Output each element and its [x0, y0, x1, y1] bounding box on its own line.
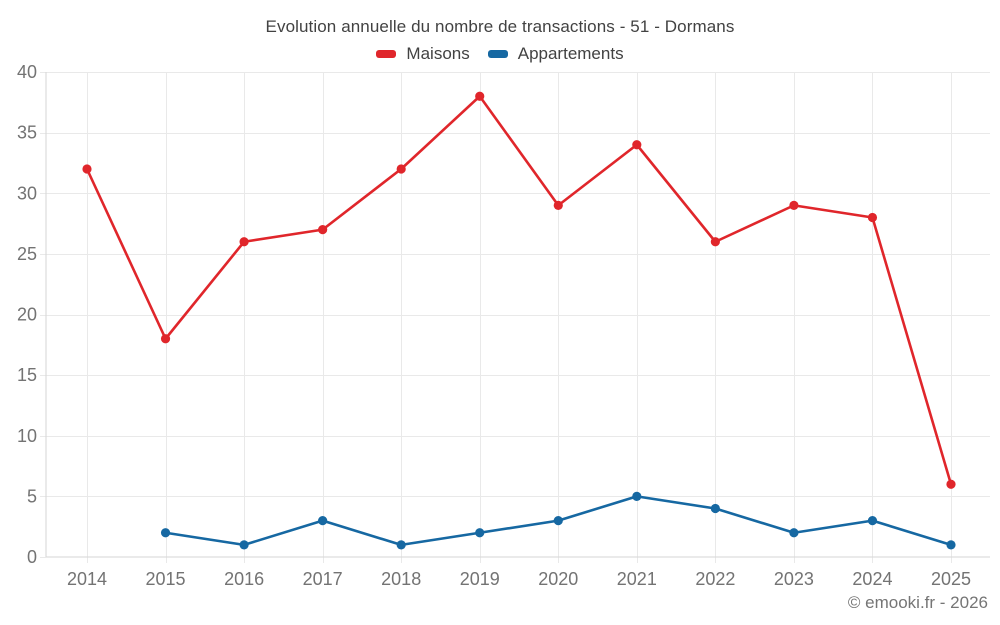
x-axis-tick-label: 2022	[695, 569, 735, 589]
maisons-line	[85, 94, 953, 486]
x-axis-tick-label: 2020	[538, 569, 578, 589]
y-axis-tick-label: 15	[17, 365, 37, 385]
x-axis-tick-label: 2017	[303, 569, 343, 589]
y-axis-tick-label: 0	[27, 547, 37, 567]
x-axis-tick-label: 2025	[931, 569, 971, 589]
point-appartements-2018[interactable]	[396, 540, 406, 550]
point-maisons-2023[interactable]	[789, 200, 799, 210]
legend-item-maisons[interactable]: Maisons	[376, 44, 470, 64]
x-axis-tick-label: 2023	[774, 569, 814, 589]
legend-item-appartements[interactable]: Appartements	[487, 44, 624, 64]
x-axis-tick-label: 2024	[852, 569, 892, 589]
chart-title: Evolution annuelle du nombre de transact…	[265, 17, 735, 36]
point-maisons-2015[interactable]	[160, 334, 171, 344]
chart-legend: Maisons Appartements	[0, 44, 1000, 64]
point-maisons-2024[interactable]	[867, 212, 878, 223]
maisons-swatch-icon	[376, 50, 397, 58]
point-maisons-2014[interactable]	[82, 164, 92, 174]
point-appartements-2025[interactable]	[946, 540, 956, 550]
x-axis-tick-label: 2021	[617, 569, 657, 589]
point-appartements-2020[interactable]	[553, 516, 563, 526]
point-maisons-2020[interactable]	[553, 200, 563, 210]
x-axis-tick-label: 2019	[460, 569, 500, 589]
y-axis-tick-label: 20	[17, 305, 37, 325]
point-appartements-2021[interactable]	[632, 491, 642, 501]
point-maisons-2019[interactable]	[475, 91, 485, 101]
y-axis-tick-label: 25	[17, 244, 37, 264]
point-appartements-2024[interactable]	[867, 516, 878, 526]
point-maisons-2018[interactable]	[396, 164, 406, 174]
x-axis-tick-label: 2015	[146, 569, 186, 589]
point-appartements-2016[interactable]	[239, 540, 249, 550]
point-maisons-2017[interactable]	[318, 225, 328, 235]
point-maisons-2025[interactable]	[946, 479, 956, 489]
point-appartements-2017[interactable]	[318, 516, 328, 526]
y-axis-tick-label: 10	[17, 426, 37, 446]
x-axis-tick-label: 2018	[381, 569, 421, 589]
legend-label-maisons: Maisons	[406, 44, 470, 63]
y-axis-tick-label: 35	[17, 123, 37, 143]
x-axis-tick-label: 2014	[67, 569, 107, 589]
point-appartements-2015[interactable]	[160, 528, 171, 538]
watermark: © emooki.fr - 2026	[847, 593, 988, 612]
x-axis-tick-label: 2016	[224, 569, 264, 589]
point-appartements-2019[interactable]	[475, 528, 485, 538]
y-axis-tick-label: 40	[17, 62, 37, 82]
point-maisons-2016[interactable]	[239, 237, 249, 247]
y-axis-tick-label: 30	[17, 183, 37, 203]
y-axis-tick-label: 5	[27, 486, 37, 506]
point-appartements-2023[interactable]	[789, 528, 799, 538]
legend-label-appartements: Appartements	[517, 44, 624, 63]
appartements-swatch-icon	[487, 50, 508, 58]
point-appartements-2022[interactable]	[710, 503, 720, 514]
point-maisons-2021[interactable]	[632, 140, 642, 150]
point-maisons-2022[interactable]	[710, 237, 720, 247]
